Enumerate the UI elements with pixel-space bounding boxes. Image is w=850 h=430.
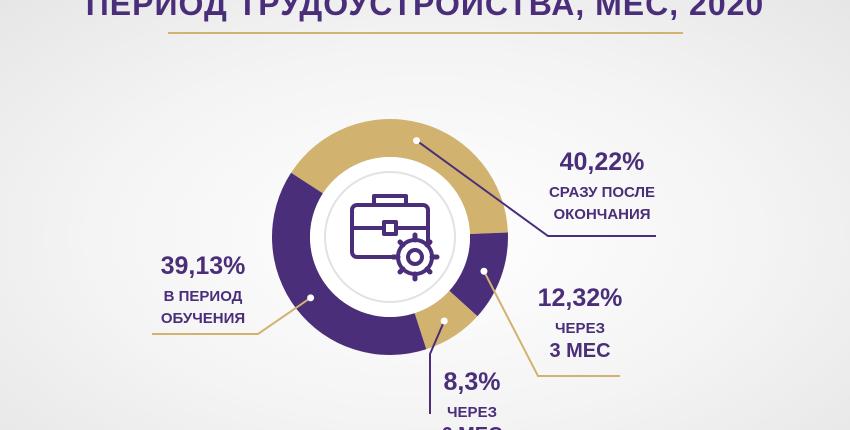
donut-slice-4 — [272, 172, 427, 355]
leader-dot-4 — [307, 294, 315, 302]
leader-line-3 — [429, 320, 446, 414]
leader-line-4 — [152, 296, 312, 335]
donut-slice-2 — [449, 232, 509, 317]
leader-dot-2 — [480, 267, 488, 275]
slice-caption-2-1: ЧЕРЕЗ — [555, 320, 605, 337]
slice-caption-3-1: ЧЕРЕЗ — [447, 404, 497, 421]
chart-title: ПЕРИОД ТРУДОУСТРОЙСТВА, МЕС, 2020 — [85, 0, 765, 22]
slice-value-label-2: 12,32% — [538, 284, 623, 312]
title-underline — [168, 32, 683, 34]
center-disc — [324, 171, 456, 303]
briefcase-gear-icon — [350, 194, 440, 282]
leader-line-1 — [415, 139, 656, 237]
leader-dot-1 — [413, 137, 421, 145]
slice-caption-2-2: 3 МЕС — [549, 340, 610, 362]
leader-dot-3 — [440, 317, 448, 325]
slice-caption-1-2: ОКОНЧАНИЯ — [553, 206, 650, 223]
slice-caption-4-2: ОБУЧЕНИЯ — [161, 310, 245, 327]
leader-line-2 — [483, 270, 620, 377]
slice-value-label-1: 40,22% — [560, 148, 645, 176]
slice-caption-1-1: СРАЗУ ПОСЛЕ — [549, 184, 655, 201]
slice-caption-4-1: В ПЕРИОД — [164, 288, 243, 305]
slice-value-label-4: 39,13% — [161, 252, 246, 280]
slice-value-label-3: 8,3% — [444, 368, 501, 396]
donut-slice-1 — [291, 118, 508, 234]
slice-caption-3-2: 6 МЕС — [441, 424, 502, 430]
